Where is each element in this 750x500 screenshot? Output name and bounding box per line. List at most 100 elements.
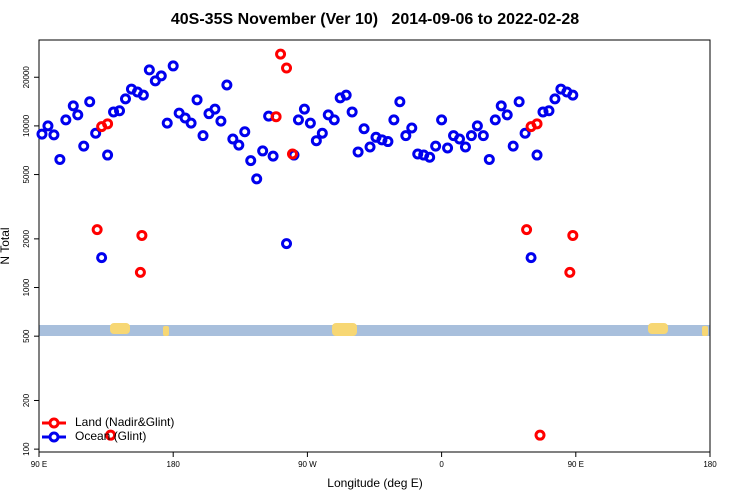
x-tick-label: 180 [703,460,717,469]
point [119,93,131,105]
point [102,149,114,161]
point [549,93,561,105]
y-tick-label: 200 [22,393,31,407]
point [531,149,543,161]
point [84,96,96,108]
point [507,140,519,152]
point [424,151,436,163]
point [239,126,251,138]
point [292,114,304,126]
legend-label: Ocean (Glint) [75,429,146,443]
point [459,141,471,153]
point [442,142,454,154]
point [191,94,203,106]
point [310,135,322,147]
point [143,64,155,76]
point [564,266,576,278]
point [155,70,167,82]
point [543,105,555,117]
point [382,136,394,148]
point [197,130,209,142]
point [91,224,103,236]
point [358,123,370,135]
point [54,153,66,165]
y-tick-label: 2000 [22,229,31,247]
point [519,127,531,139]
point [209,103,221,115]
point [483,153,495,165]
y-tick-label: 100 [22,442,31,456]
point [298,103,310,115]
point [531,118,543,130]
point [185,117,197,129]
y-tick-label: 20000 [22,66,31,89]
point [78,140,90,152]
legend-marker [48,431,60,443]
point [525,252,537,264]
point [521,224,533,236]
x-tick-label: 180 [167,460,181,469]
x-tick-label: 0 [439,460,444,469]
point [465,130,477,142]
point [304,117,316,129]
point [275,48,287,60]
point [136,229,148,241]
point [257,145,269,157]
point [328,114,340,126]
legend-label: Land (Nadir&Glint) [75,415,174,429]
point [406,122,418,134]
point [316,127,328,139]
x-tick-label: 90 W [298,460,317,469]
point [90,127,102,139]
point [567,229,579,241]
point [233,139,245,151]
point [67,100,79,112]
y-tick-label: 500 [22,329,31,343]
point [60,114,72,126]
x-axis-label: Longitude (deg E) [327,476,422,490]
point [567,89,579,101]
point [245,155,257,167]
point [281,62,293,74]
point [430,140,442,152]
point [161,117,173,129]
map-strip [39,323,710,336]
point [105,429,117,441]
point [137,89,149,101]
point [270,111,282,123]
point [72,109,84,121]
point [534,429,546,441]
point [215,115,227,127]
point [412,148,424,160]
y-tick-label: 5000 [22,165,31,183]
point [388,114,400,126]
point [48,129,60,141]
point [352,146,364,158]
point [114,105,126,117]
point [436,114,448,126]
point [495,100,507,112]
point [134,266,146,278]
point [221,79,233,91]
point [477,130,489,142]
point [376,134,388,146]
point [108,106,120,118]
point [471,120,483,132]
point [501,109,513,121]
point [251,173,263,185]
point [102,118,114,130]
chart-title: 40S-35S November (Ver 10) 2014-09-06 to … [171,11,579,28]
point [281,238,293,250]
point [167,60,179,72]
point [286,148,298,160]
point [42,120,54,132]
point [36,128,48,140]
plot-frame [38,39,711,453]
x-tick-label: 90 E [568,460,584,469]
x-tick-label: 90 E [31,460,47,469]
point [489,114,501,126]
point [267,150,279,162]
point [453,133,465,145]
point [346,106,358,118]
